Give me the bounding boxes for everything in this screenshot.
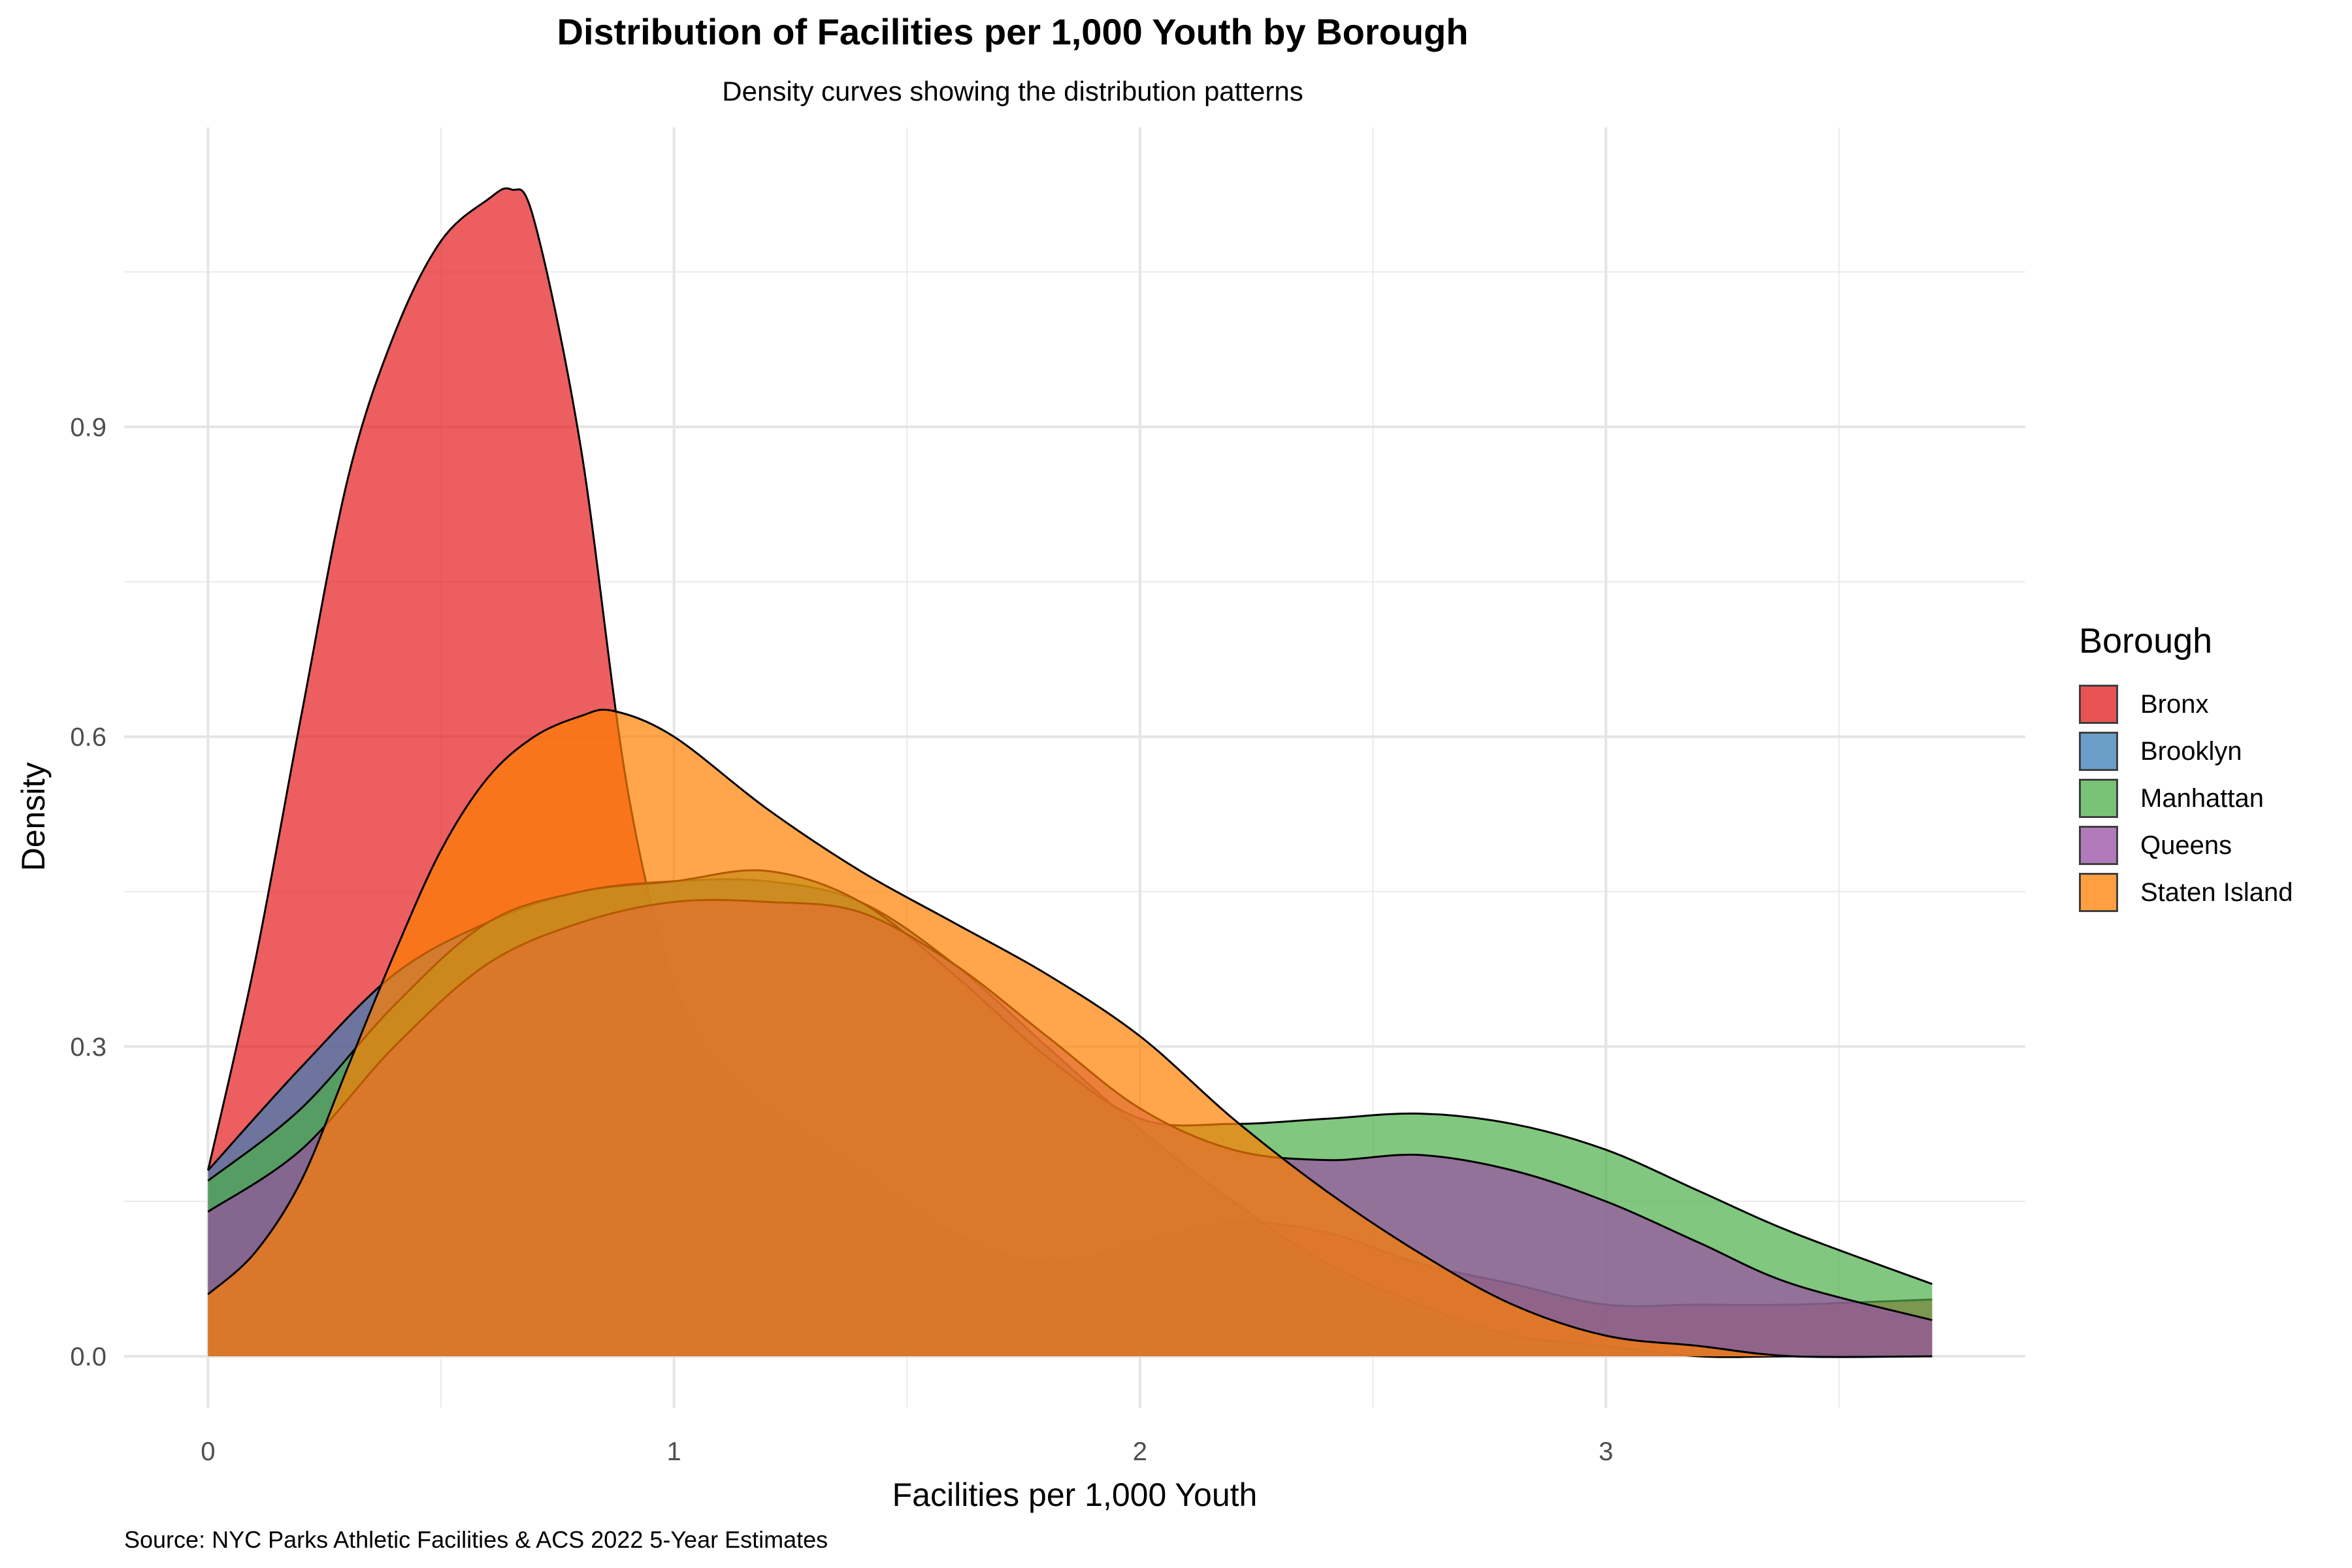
legend-swatch	[2079, 826, 2118, 865]
legend-label: Queens	[2140, 830, 2232, 860]
legend: Borough Bronx Brooklyn Manhattan Queens Stat…	[2079, 621, 2293, 916]
x-tick-label: 0	[201, 1437, 215, 1466]
legend-swatch	[2079, 873, 2118, 912]
legend-label: Manhattan	[2140, 783, 2264, 813]
legend-item: Queens	[2079, 822, 2293, 869]
legend-label: Staten Island	[2140, 877, 2293, 907]
legend-swatch	[2079, 732, 2118, 771]
x-tick-label: 1	[666, 1437, 681, 1466]
y-axis-title: Density	[15, 762, 52, 872]
legend-items: Bronx Brooklyn Manhattan Queens Staten Islan…	[2079, 681, 2293, 916]
chart-subtitle: Density curves showing the distribution …	[722, 76, 1303, 106]
x-tick-label: 3	[1599, 1437, 1613, 1466]
x-axis-title: Facilities per 1,000 Youth	[892, 1477, 1258, 1513]
y-tick-label: 0.0	[70, 1343, 106, 1371]
legend-title: Borough	[2079, 621, 2213, 661]
chart-title: Distribution of Facilities per 1,000 You…	[557, 11, 1469, 52]
source-caption: Source: NYC Parks Athletic Facilities & …	[124, 1526, 828, 1553]
y-tick-label: 0.6	[70, 723, 106, 752]
density-line-staten-island	[207, 708, 1933, 1358]
legend-label: Brooklyn	[2140, 736, 2242, 766]
tick-labels: 0 1 2 3 0.0 0.3 0.6 0.9	[70, 413, 1613, 1466]
y-tick-label: 0.3	[70, 1033, 106, 1062]
x-tick-label: 2	[1133, 1437, 1147, 1466]
density-area-staten-island	[208, 710, 1933, 1358]
y-tick-label: 0.9	[70, 413, 106, 442]
legend-swatch	[2079, 685, 2118, 724]
legend-item: Brooklyn	[2079, 728, 2293, 775]
legend-label: Bronx	[2140, 689, 2209, 719]
density-areas	[206, 187, 1933, 1358]
legend-item: Staten Island	[2079, 869, 2293, 916]
legend-swatch	[2079, 779, 2118, 818]
legend-item: Manhattan	[2079, 775, 2293, 822]
legend-item: Bronx	[2079, 681, 2293, 728]
